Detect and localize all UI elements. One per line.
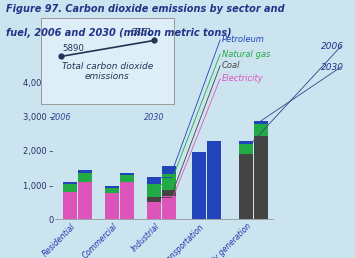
Bar (105, 193, 119, 219)
Bar (147, 176, 161, 184)
Text: Residential: Residential (41, 222, 77, 258)
Bar (239, 144, 253, 154)
Bar (120, 175, 134, 182)
Text: Electricity: Electricity (222, 74, 264, 83)
Bar (162, 166, 176, 174)
Bar (207, 141, 221, 219)
Text: Coal: Coal (222, 61, 240, 70)
Text: 2006: 2006 (50, 113, 71, 122)
Text: Industrial: Industrial (130, 222, 162, 254)
Bar (239, 141, 253, 144)
Bar (162, 190, 176, 196)
Bar (254, 121, 268, 124)
Text: 2030: 2030 (144, 113, 164, 122)
Bar (162, 174, 176, 190)
Text: Commercial: Commercial (81, 222, 120, 258)
Bar (239, 154, 253, 219)
Bar (105, 188, 119, 193)
Text: 2030: 2030 (321, 63, 344, 71)
Text: Total carbon dioxide
emissions: Total carbon dioxide emissions (62, 62, 153, 81)
Text: Natural gas: Natural gas (222, 50, 270, 59)
Bar (120, 173, 134, 175)
Bar (254, 124, 268, 136)
Text: 5890: 5890 (62, 44, 84, 53)
Text: Petroleum: Petroleum (222, 36, 265, 44)
Bar (78, 173, 92, 182)
Bar (147, 202, 161, 219)
Text: fuel, 2006 and 2030 (million metric tons): fuel, 2006 and 2030 (million metric tons… (6, 28, 232, 38)
Bar (147, 197, 161, 202)
Text: 6851: 6851 (131, 28, 153, 37)
Bar (63, 184, 77, 192)
Text: Figure 97. Carbon dioxide emissions by sector and: Figure 97. Carbon dioxide emissions by s… (6, 4, 285, 14)
Bar (147, 184, 161, 197)
Bar (162, 196, 176, 219)
Bar (63, 182, 77, 184)
Text: 2006: 2006 (321, 42, 344, 51)
Text: Electricity generation: Electricity generation (189, 222, 253, 258)
Bar (105, 186, 119, 188)
Bar (78, 182, 92, 219)
Bar (120, 182, 134, 219)
Text: Transportation: Transportation (161, 222, 206, 258)
Bar (254, 136, 268, 219)
Bar (78, 170, 92, 173)
Bar (63, 192, 77, 219)
Bar (192, 152, 206, 219)
